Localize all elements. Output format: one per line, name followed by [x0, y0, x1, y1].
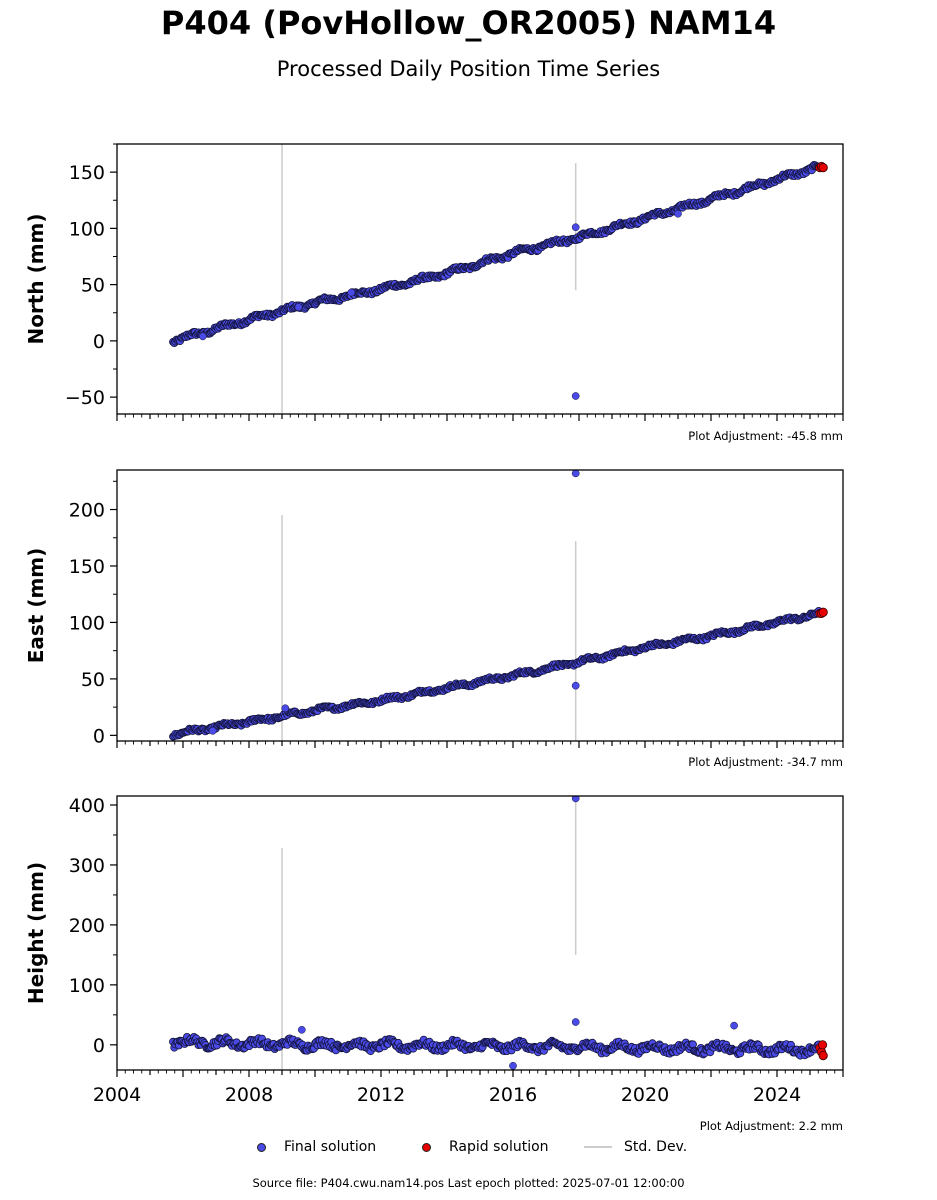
y-tick-label: 50: [81, 669, 105, 691]
y-tick-label: 300: [69, 855, 105, 877]
final-solution-point: [297, 1025, 306, 1034]
legend-final-label: Final solution: [284, 1139, 377, 1155]
final-solution-point: [571, 470, 580, 478]
final-solution-point: [674, 209, 682, 218]
rapid-solution-point: [818, 1051, 828, 1061]
plot-adjustment-label: Plot Adjustment: 2.2 mm: [700, 1119, 843, 1133]
y-tick-label: 50: [81, 275, 105, 297]
legend-rapid-label: Rapid solution: [449, 1139, 549, 1155]
final-solution-point: [571, 796, 580, 803]
plot-adjustment-label: Plot Adjustment: -34.7 mm: [688, 755, 843, 769]
y-tick-label: 400: [69, 795, 105, 817]
y-tick-label: 0: [93, 725, 105, 747]
y-tick-label: −50: [65, 387, 105, 409]
panel-height: 0 100 200 300 400 2004 2008 2012 2016 2020 2024 Hei…: [24, 795, 844, 1133]
y-tick-label: 200: [69, 915, 105, 937]
final-solution-point: [208, 726, 217, 735]
x-tick-label: 2020: [621, 1084, 669, 1106]
y-tick-label: 100: [69, 975, 105, 997]
panel-east: 0 50 100 150 200 East (mm) Plot Adjustment: -3…: [24, 469, 844, 769]
final-solution-point: [347, 288, 356, 297]
legend-std: Std. Dev.: [584, 1137, 687, 1157]
final-solution-point: [509, 1061, 517, 1070]
rapid-solution-point: [818, 163, 828, 173]
chart-title: P404 (PovHollow_OR2005) NAM14: [160, 4, 777, 42]
rapid-solution-point: [818, 607, 828, 617]
rapid-solution-point: [817, 1040, 828, 1050]
plot-area: [169, 470, 828, 741]
plot-frame: [116, 143, 844, 415]
chart-subtitle: Processed Daily Position Time Series: [276, 57, 661, 81]
final-solution-point: [198, 332, 207, 341]
source-footer: Source file: P404.cwu.nam14.pos Last epo…: [252, 1176, 685, 1190]
final-solution-point: [730, 1021, 738, 1030]
y-axis-label: North (mm): [24, 213, 48, 344]
plot-adjustment-label: Plot Adjustment: -45.8 mm: [688, 429, 843, 443]
x-tick-label: 2004: [93, 1084, 141, 1106]
y-tick-label: 0: [93, 331, 105, 353]
final-solution-point: [571, 223, 580, 232]
legend-final: Final solution: [257, 1137, 376, 1157]
y-tick-label: 150: [69, 556, 105, 578]
legend: Final solution Rapid solution Std. Dev.: [0, 1137, 937, 1159]
y-tick-label: 0: [93, 1035, 105, 1057]
rapid-solution-marker: [422, 1142, 431, 1152]
plot-frame: [116, 469, 844, 742]
final-solution-point: [571, 392, 580, 400]
legend-std-label: Std. Dev.: [624, 1139, 688, 1155]
x-tick-label: 2016: [489, 1084, 537, 1106]
y-tick-label: 100: [69, 612, 105, 634]
y-axis-label: East (mm): [24, 548, 48, 664]
final-solution-point: [571, 681, 580, 690]
y-axis-label: Height (mm): [24, 862, 48, 1004]
x-tick-label: 2012: [357, 1084, 405, 1106]
final-solution-marker: [257, 1142, 266, 1152]
y-tick-label: 150: [69, 162, 105, 184]
std-dev-line-marker: [584, 1146, 612, 1148]
y-tick-label: 200: [69, 500, 105, 522]
panel-north: −50 0 50 100 150 North (mm) Plot Adjustment: -…: [24, 143, 844, 443]
x-tick-label: 2024: [753, 1084, 801, 1106]
plot-area: [169, 144, 828, 414]
plot-area: [169, 796, 828, 1070]
final-solution-point: [281, 704, 290, 713]
y-tick-label: 100: [69, 218, 105, 240]
legend-rapid: Rapid solution: [422, 1137, 549, 1157]
final-solution-point: [294, 303, 303, 311]
x-tick-label: 2008: [225, 1084, 273, 1106]
final-solution-point: [571, 1018, 580, 1026]
